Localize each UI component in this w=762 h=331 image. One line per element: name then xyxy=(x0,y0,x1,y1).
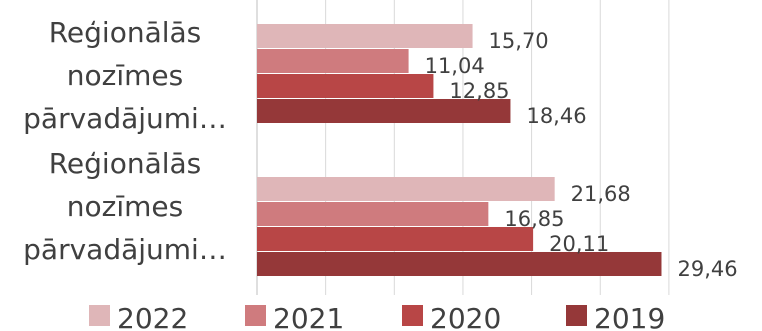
legend-swatch-2022 xyxy=(89,305,110,326)
bar-2021-1 xyxy=(257,202,489,226)
category-label-0: Reģionālās nozīmes pārvadājumi… xyxy=(23,16,227,135)
legend: 2022 2021 2020 2019 xyxy=(89,302,665,331)
legend-label-2022: 2022 xyxy=(117,302,188,331)
legend-swatch-2020 xyxy=(402,305,423,326)
value-label-2019-1: 29,46 xyxy=(677,257,737,281)
value-label-2019-0: 18,46 xyxy=(526,104,586,128)
bar-2022-0 xyxy=(257,24,473,48)
bar-2022-1 xyxy=(257,177,555,201)
value-label-2021-0: 11,04 xyxy=(425,54,485,78)
value-label-2021-1: 16,85 xyxy=(504,207,564,231)
legend-label-2021: 2021 xyxy=(273,302,344,331)
legend-swatch-2021 xyxy=(245,305,266,326)
legend-label-2019: 2019 xyxy=(594,302,665,331)
legend-swatch-2019 xyxy=(566,305,587,326)
value-label-2020-1: 20,11 xyxy=(549,232,609,256)
category-labels: Reģionālās nozīmes pārvadājumi… Reģionālās n… xyxy=(23,16,227,266)
category-label-1: Reģionālās nozīmes pārvadājumi… xyxy=(23,147,227,266)
value-label-2022-1: 21,68 xyxy=(571,182,631,206)
value-label-2020-0: 12,85 xyxy=(449,79,509,103)
bar-2020-1 xyxy=(257,227,534,251)
bars xyxy=(257,24,662,276)
legend-label-2020: 2020 xyxy=(430,302,501,331)
bar-2019-0 xyxy=(257,99,511,123)
bar-2021-0 xyxy=(257,49,409,73)
value-label-2022-0: 15,70 xyxy=(489,29,549,53)
bar-2020-0 xyxy=(257,74,434,98)
bar-2019-1 xyxy=(257,252,662,276)
